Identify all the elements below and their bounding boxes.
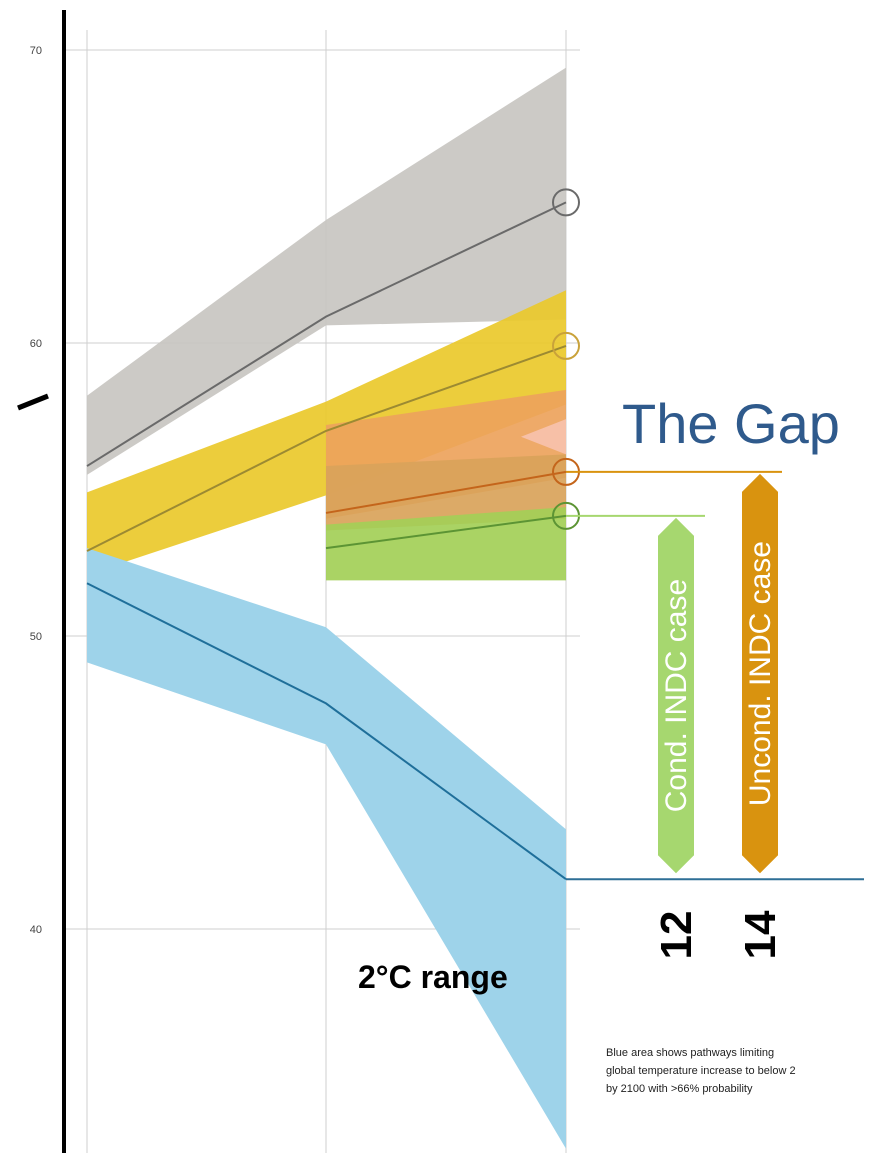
y-tick-50: 50 [30, 631, 42, 643]
band-two_degree [87, 548, 566, 1149]
gap-value-0: 12 [652, 911, 701, 960]
bands [87, 67, 566, 1149]
gap-label-1: Uncond. INDC case [744, 541, 777, 806]
line-current_policy [86, 344, 567, 552]
line-two_degree [86, 582, 567, 880]
chart-title: The Gap [622, 392, 840, 455]
band-baseline [87, 67, 566, 475]
note-line-3: by 2100 with >66% probability [606, 1083, 753, 1095]
gap-label-0: Cond. INDC case [660, 579, 693, 812]
series-lines [86, 201, 567, 880]
band-pink [521, 419, 566, 455]
gap-arrow-1 [742, 473, 778, 874]
note-line-1: Blue area shows pathways limiting [606, 1047, 774, 1059]
range-label: 2°C range [358, 959, 508, 995]
gap-annotations: Cond. INDC case 12 Uncond. INDC case 14 [566, 470, 864, 960]
gap-arrow-0 [658, 517, 694, 874]
marker-current_policy [552, 331, 580, 360]
note-line-2: global temperature increase to below 2 [606, 1065, 796, 1077]
line-cond_indc [325, 514, 567, 550]
axis-break-mark [17, 393, 49, 411]
band-cond_indc [326, 507, 566, 581]
y-tick-70: 70 [30, 45, 42, 57]
marker-baseline [552, 188, 580, 217]
gap-value-1: 14 [736, 910, 785, 959]
y-tick-60: 60 [30, 338, 42, 350]
y-tick-40: 40 [30, 924, 42, 936]
line-baseline [86, 201, 567, 467]
line-uncond_indc [325, 470, 567, 514]
y-axis [17, 10, 66, 1153]
y-tick-labels: 40 50 60 70 [30, 45, 42, 936]
